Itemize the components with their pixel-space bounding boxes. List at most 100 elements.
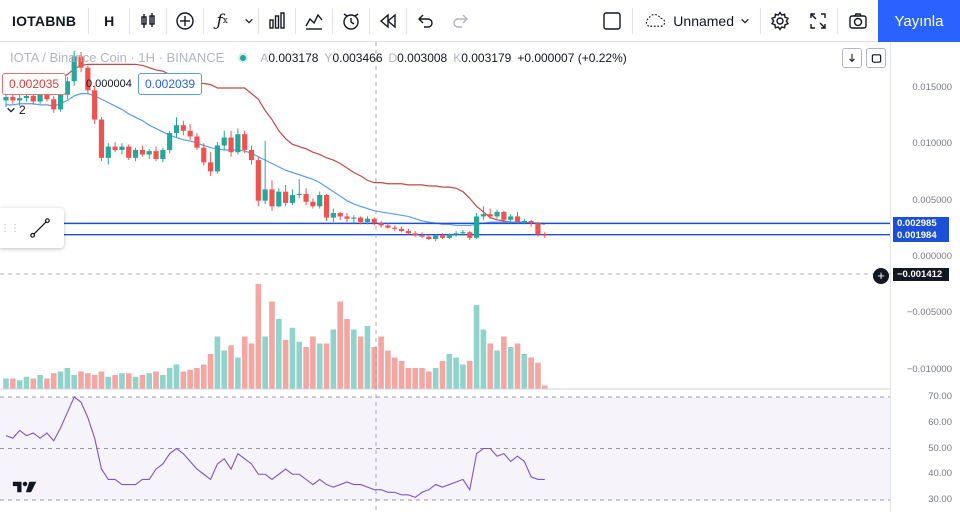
candle-body — [514, 216, 521, 223]
volume-bar — [153, 371, 159, 389]
volume-bar — [466, 361, 473, 389]
candle — [283, 184, 289, 207]
close-value: 0.003179 — [461, 50, 512, 65]
drag-handle-icon[interactable]: ⋮⋮ — [0, 222, 20, 234]
candle-body — [289, 195, 296, 203]
volume-bar — [276, 319, 282, 389]
candle-body — [487, 214, 493, 217]
close-key: K — [453, 50, 462, 65]
price-label-lower: 0.001984 — [893, 228, 949, 242]
candle-body — [358, 217, 364, 223]
drawing-toolbar[interactable]: ⋮⋮ — [0, 208, 64, 248]
move-pane-down-button[interactable] — [842, 48, 862, 68]
volume-bar — [241, 336, 248, 389]
volume-bar — [494, 350, 500, 389]
legend-title[interactable]: IOTA / Binance Coin · 1H · BINANCE — [10, 50, 225, 65]
price-chart[interactable] — [0, 42, 890, 512]
layout-name-button[interactable]: Unnamed — [633, 0, 760, 42]
candle-body — [446, 234, 452, 238]
volume-bar — [98, 371, 105, 389]
toolbar-divider — [203, 7, 205, 34]
candle — [173, 117, 180, 138]
collapse-indicators-button[interactable]: 2 — [6, 103, 26, 117]
candle — [248, 145, 255, 165]
volume-bar — [91, 375, 98, 389]
line-chart-icon[interactable] — [296, 0, 332, 42]
indicator-value-small: 0.000004 — [86, 78, 132, 90]
candle — [160, 147, 166, 163]
volume-bar — [262, 336, 268, 389]
redo-icon[interactable] — [443, 0, 479, 42]
volume-bar — [439, 361, 446, 389]
rsi-tick: 40.00 — [928, 468, 952, 480]
candle — [112, 142, 118, 153]
add-compare-icon[interactable] — [167, 0, 203, 42]
undo-icon[interactable] — [407, 0, 443, 42]
candle-body — [139, 149, 145, 155]
candle — [487, 208, 493, 219]
volume-bar — [316, 343, 323, 389]
volume-bar — [44, 378, 50, 389]
volume-bar — [473, 305, 480, 389]
candle — [480, 206, 486, 220]
symbol-search-button[interactable]: IOTABNB — [12, 12, 77, 29]
settings-gear-icon[interactable] — [761, 0, 799, 42]
price-tick: 0.010000 — [912, 138, 952, 150]
candle-body — [228, 137, 234, 153]
replay-icon[interactable] — [370, 0, 406, 42]
candle-body — [433, 235, 439, 239]
volume-bar — [132, 376, 139, 389]
volume-bar — [446, 354, 453, 389]
candle — [119, 143, 125, 155]
candle-body — [248, 149, 255, 161]
volume-bar — [398, 361, 405, 389]
add-alert-plus-icon[interactable]: + — [873, 268, 889, 284]
trend-line-icon[interactable] — [20, 208, 60, 248]
candle-body — [371, 218, 377, 224]
toolbar-divider — [332, 7, 334, 34]
candle-body — [30, 95, 36, 102]
maximize-pane-button[interactable] — [866, 48, 886, 68]
publish-button[interactable]: Yayınla — [878, 0, 960, 42]
indicator-value-red[interactable]: 0.002035 — [2, 73, 67, 95]
fullscreen-icon[interactable] — [799, 0, 837, 42]
candle — [276, 188, 282, 208]
templates-icon[interactable] — [259, 0, 295, 42]
tradingview-logo-icon[interactable] — [12, 480, 38, 498]
candle — [439, 233, 446, 239]
camera-icon[interactable] — [838, 0, 878, 42]
price-axis[interactable]: 0.015000 0.010000 0.005000 0.000000 −0.00500… — [890, 42, 960, 512]
candle — [255, 156, 261, 207]
volume-bar — [344, 319, 350, 389]
candle-body — [412, 233, 418, 236]
candle-chart-icon[interactable] — [130, 0, 166, 42]
volume-bar — [166, 368, 173, 389]
candle-body — [119, 146, 125, 150]
horizontal-lines — [0, 222, 890, 236]
candle-body — [364, 218, 371, 223]
candle — [473, 213, 480, 239]
volume-bar — [57, 371, 64, 389]
alert-icon[interactable] — [333, 0, 369, 42]
candle — [310, 198, 316, 209]
volume-bar — [16, 380, 23, 389]
low-value: 0.003008 — [397, 50, 448, 65]
chevron-down-icon[interactable] — [240, 0, 258, 42]
fullscreen-square-icon[interactable] — [592, 0, 632, 42]
candle-body — [105, 146, 111, 158]
toolbar-divider — [295, 7, 297, 34]
toolbar-divider — [88, 7, 90, 34]
candle-body — [528, 220, 534, 224]
candle — [508, 214, 514, 223]
candle — [187, 124, 193, 140]
volume-bar — [412, 368, 418, 389]
interval-button[interactable]: H — [104, 12, 115, 29]
volume-bar — [364, 326, 371, 389]
volume-bar — [378, 336, 384, 389]
candle-body — [276, 191, 282, 207]
candle — [228, 130, 234, 157]
indicator-value-blue[interactable]: 0.002039 — [138, 73, 203, 95]
candle — [194, 133, 200, 150]
crosshair-price-label: −0.001412 — [893, 268, 949, 281]
